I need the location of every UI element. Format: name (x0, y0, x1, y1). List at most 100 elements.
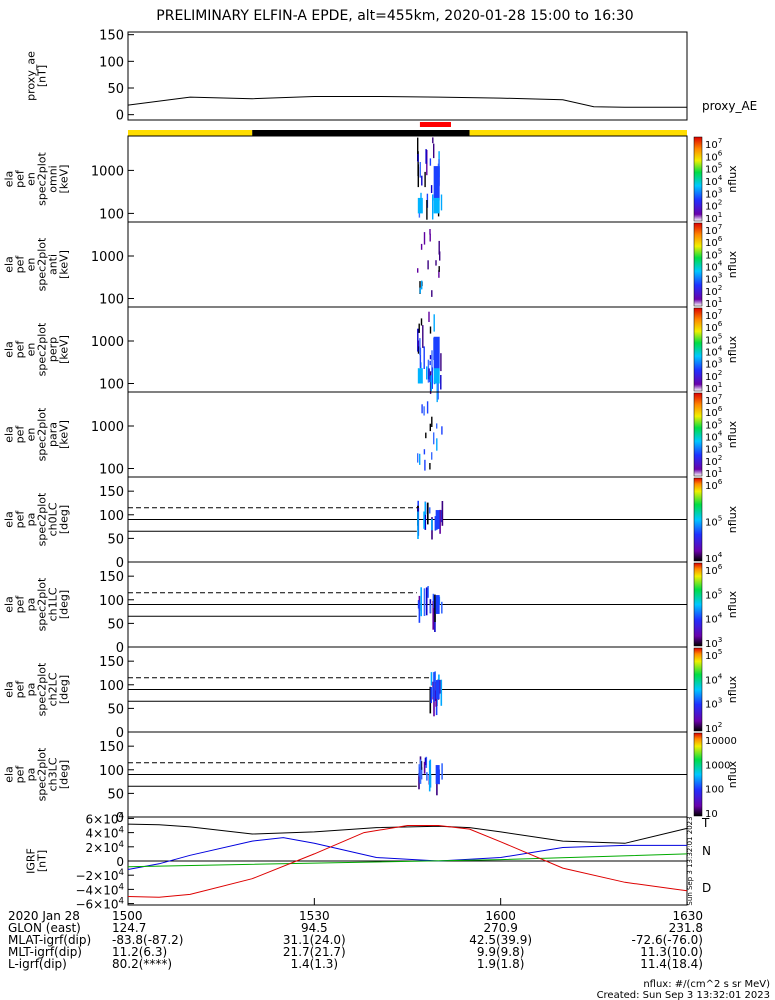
ela-pef-pa-spec2plot-ch2LC-label: pa (25, 683, 38, 697)
ela-pef-en-spec2plot-perp-stripe (431, 350, 433, 373)
ela-pef-en-spec2plot-anti-stripe (429, 229, 431, 235)
time-axis-row-value: -83.8(-87.2) (112, 933, 183, 947)
ela-pef-en-spec2plot-anti-label: [keV] (58, 250, 71, 279)
ela-pef-pa-spec2plot-ch2LC-stripe (429, 686, 432, 714)
ela-pef-en-spec2plot-omni-zlabel: nflux (726, 165, 739, 193)
time-axis-row-value: 1500 (112, 909, 143, 923)
ela-pef-pa-spec2plot-ch3LC-label: pa (25, 768, 38, 782)
igrf-ytick-label: −6×104 (75, 897, 124, 912)
ela-pef-pa-spec2plot-ch0LC-label: spec2plot (36, 492, 49, 546)
orbit-segment-bar (128, 130, 253, 136)
igrf-ytick-label: 6×104 (86, 811, 124, 826)
ela-pef-pa-spec2plot-ch0LC-colorbar (693, 477, 703, 562)
time-axis-row-value: 1600 (485, 909, 516, 923)
ela-pef-en-spec2plot-anti-colorbar (693, 222, 703, 307)
ela-pef-en-spec2plot-omni-stripe (432, 194, 434, 220)
ela-pef-en-spec2plot-omni-stripe (440, 194, 443, 211)
ela-pef-en-spec2plot-para-stripe (423, 406, 425, 416)
time-axis-row-value: 11.2(6.3) (112, 945, 167, 959)
ela-pef-pa-spec2plot-ch0LC-stripe (434, 516, 437, 531)
proxy-ae-ytick-label: 0 (116, 109, 124, 124)
ela-pef-en-spec2plot-para-stripe (417, 453, 419, 463)
ela-pef-pa-spec2plot-ch1LC-label: pa (25, 598, 38, 612)
ela-pef-pa-spec2plot-ch2LC-stripe (431, 687, 433, 697)
ela-pef-pa-spec2plot-ch0LC-cbar-tick: 105 (705, 514, 722, 529)
ela-pef-en-spec2plot-omni-cbar-tick: 101 (705, 210, 722, 225)
ela-pef-pa-spec2plot-ch0LC-stripe (424, 502, 427, 515)
time-axis-row-label: L-igrf(dip) (8, 957, 67, 971)
ela-pef-en-spec2plot-para-stripe (425, 432, 427, 439)
ela-pef-en-spec2plot-omni-ytick-label: 1000 (91, 164, 124, 179)
ela-pef-pa-spec2plot-ch0LC-stripe (424, 501, 427, 530)
ela-pef-en-spec2plot-omni-block (433, 166, 440, 201)
time-axis-row-label: MLAT-igrf(dip) (8, 933, 91, 947)
ela-pef-en-spec2plot-perp-block (433, 368, 440, 384)
proxy-ae-frame (127, 31, 688, 121)
proxy-ae-series-label: proxy_AE (702, 99, 757, 113)
ela-pef-en-spec2plot-omni-label: en (25, 172, 38, 186)
ela-pef-pa-spec2plot-ch1LC-stripe (441, 601, 443, 614)
ela-pef-en-spec2plot-para-zlabel: nflux (726, 420, 739, 448)
ela-pef-en-spec2plot-perp-stripe (429, 355, 432, 360)
igrf-legend-entry: T (701, 816, 710, 830)
ela-pef-en-spec2plot-perp-frame (127, 306, 688, 393)
ela-pef-en-spec2plot-para-cbar-tick: 101 (705, 465, 722, 480)
ela-pef-en-spec2plot-anti-label: pef (14, 255, 27, 274)
ela-pef-en-spec2plot-para-stripe (424, 459, 426, 471)
proxy-ae-ytick-label: 50 (107, 82, 124, 97)
ela-pef-pa-spec2plot-ch3LC-cbar-tick: 10 (705, 809, 718, 820)
ela-pef-pa-spec2plot-ch0LC-stripe (428, 507, 431, 514)
igrf-series-line (127, 825, 688, 898)
ela-pef-en-spec2plot-perp-ytick-label: 100 (99, 378, 124, 393)
ela-pef-en-spec2plot-perp-label: en (25, 343, 38, 357)
igrf-series-line (127, 837, 687, 870)
ela-pef-en-spec2plot-perp-stripe (426, 366, 428, 380)
ela-pef-en-spec2plot-para-stripe (441, 426, 443, 435)
ela-pef-en-spec2plot-anti-ytick-label: 100 (99, 293, 124, 308)
ela-pef-en-spec2plot-omni-stripe (425, 149, 427, 164)
ela-pef-pa-spec2plot-ch3LC-stripe (441, 763, 443, 780)
ela-pef-pa-spec2plot-ch2LC-label: ch2LC (47, 672, 60, 706)
ela-pef-en-spec2plot-omni-block (433, 197, 440, 214)
ela-pef-en-spec2plot-para-stripe (429, 423, 431, 432)
ela-pef-en-spec2plot-perp-stripe (437, 374, 439, 400)
ela-pef-en-spec2plot-anti-stripe (427, 260, 429, 270)
ela-pef-en-spec2plot-omni-block (417, 197, 423, 214)
ela-pef-pa-spec2plot-ch2LC-ytick-label: 100 (99, 679, 124, 694)
ela-pef-pa-spec2plot-ch3LC-cbar-tick: 10000 (705, 736, 737, 747)
ela-pef-en-spec2plot-anti-label: spec2plot (36, 237, 49, 291)
ela-pef-pa-spec2plot-ch0LC-label: pef (14, 510, 27, 529)
ela-pef-en-spec2plot-perp-stripe (429, 360, 431, 366)
ela-pef-pa-spec2plot-ch1LC-stripe (433, 594, 435, 609)
ela-pef-en-spec2plot-omni-cbar-tick: 103 (705, 185, 722, 200)
ela-pef-pa-spec2plot-ch2LC-cbar-tick: 102 (705, 720, 722, 735)
ela-pef-en-spec2plot-perp-stripe (428, 311, 430, 322)
ela-pef-pa-spec2plot-ch3LC-stripe (420, 761, 423, 770)
ela-pef-pa-spec2plot-ch3LC-colorbar (693, 732, 703, 817)
ela-pef-pa-spec2plot-ch3LC-ytick-label: 50 (107, 787, 124, 802)
ela-pef-en-spec2plot-anti-stripe (429, 233, 431, 242)
time-axis-row-value: 21.7(21.7) (283, 945, 346, 959)
ela-pef-en-spec2plot-anti-stripe (438, 270, 440, 278)
ela-pef-en-spec2plot-para-ytick-label: 1000 (91, 420, 124, 435)
ela-pef-en-spec2plot-perp-stripe (428, 368, 430, 380)
ela-pef-pa-spec2plot-ch1LC-cbar-tick: 104 (705, 611, 723, 626)
ela-pef-en-spec2plot-anti-stripe (417, 268, 419, 273)
ela-pef-pa-spec2plot-ch3LC-label: ela (3, 766, 16, 783)
ela-pef-pa-spec2plot-ch2LC-ytick-label: 50 (107, 702, 124, 717)
ela-pef-pa-spec2plot-ch1LC-zlabel: nflux (726, 590, 739, 618)
ela-pef-pa-spec2plot-ch0LC-cbar-tick: 104 (705, 550, 723, 565)
ela-pef-pa-spec2plot-ch1LC-label: ela (3, 596, 16, 613)
ela-pef-en-spec2plot-perp-stripe (433, 314, 435, 332)
ela-pef-pa-spec2plot-ch3LC-zlabel: nflux (726, 760, 739, 788)
time-axis-row-value: 31.1(24.0) (283, 933, 346, 947)
science-zone-marker (419, 122, 451, 127)
time-axis-row-value: 1.9(1.8) (477, 957, 525, 971)
ela-pef-pa-spec2plot-ch2LC-stripe (432, 681, 434, 700)
ela-pef-en-spec2plot-anti-stripe (435, 260, 437, 266)
ela-pef-en-spec2plot-perp-stripe (440, 375, 442, 390)
ela-pef-en-spec2plot-perp-label: perp (47, 337, 60, 362)
igrf-ytick-label: 4×104 (86, 826, 124, 841)
ela-pef-pa-spec2plot-ch1LC-stripe (423, 588, 426, 616)
